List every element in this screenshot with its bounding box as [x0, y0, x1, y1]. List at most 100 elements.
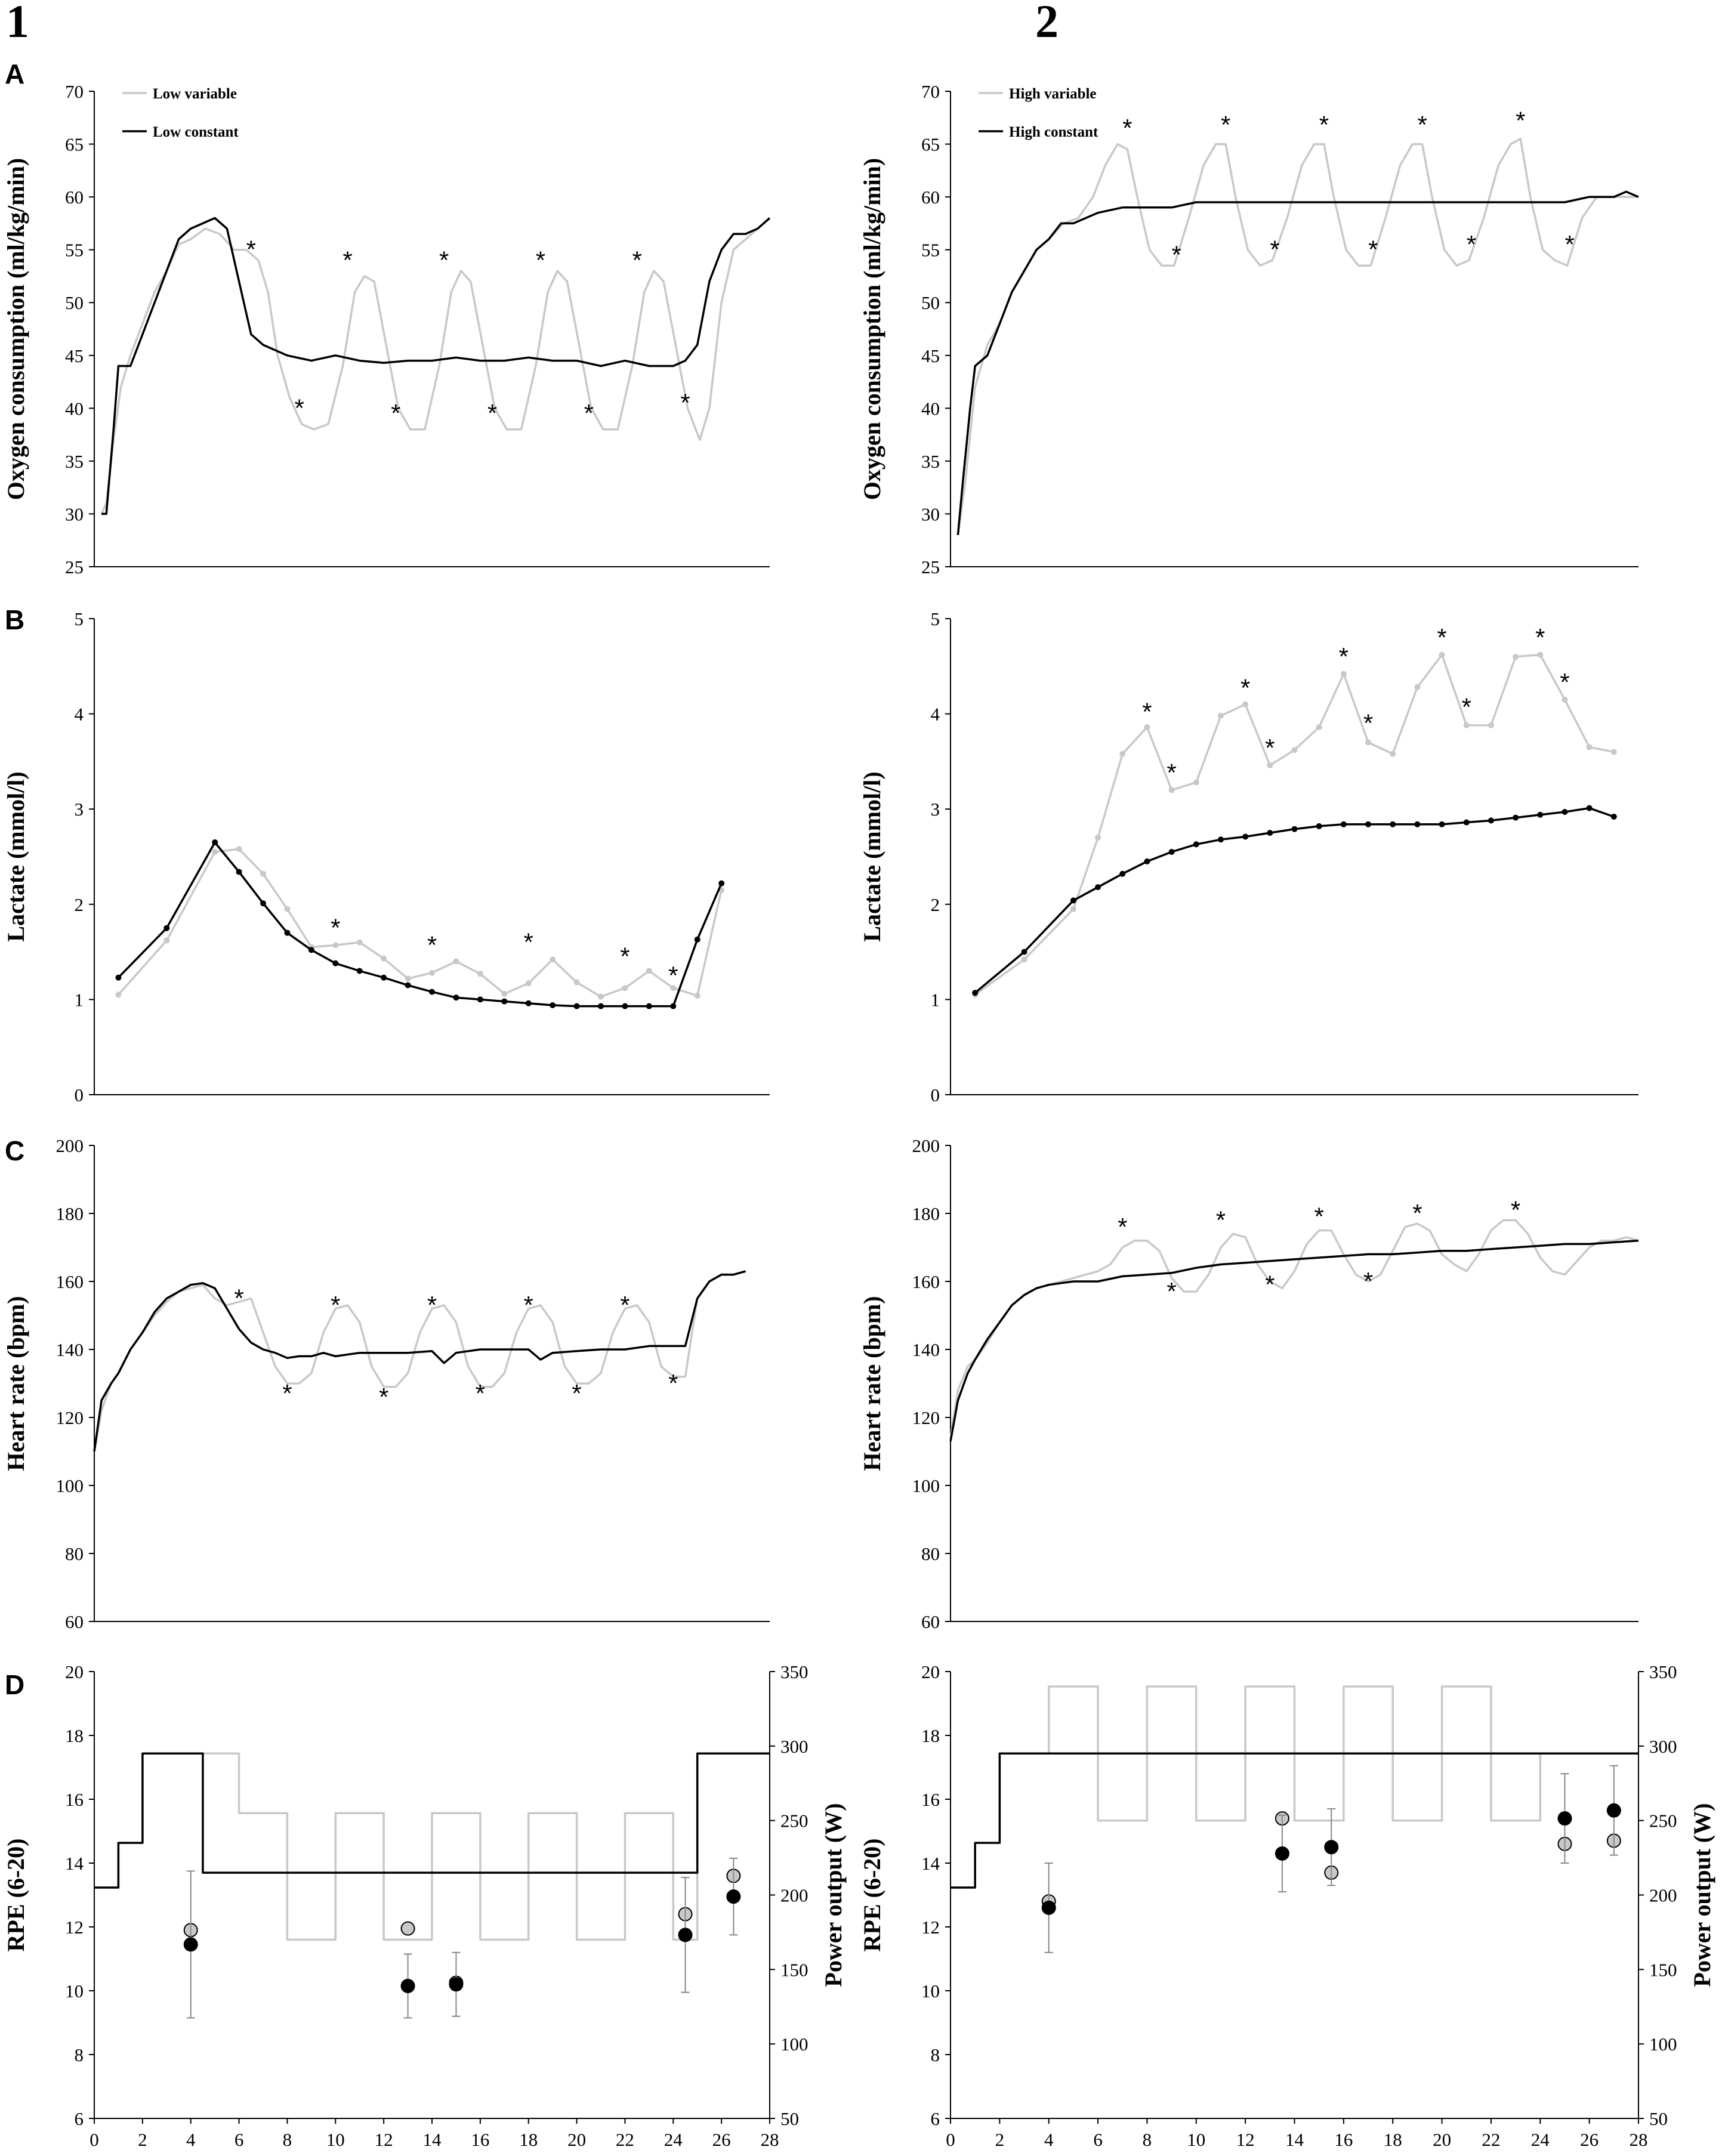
x-tick-label: 18: [1384, 2129, 1402, 2150]
y2-axis-title: Power output (W): [820, 1803, 847, 1987]
y-tick-label: 200: [56, 1135, 84, 1156]
x-tick-label: 28: [1630, 2129, 1648, 2150]
significance-asterisk: *: [1412, 1199, 1422, 1227]
lactate-point: [525, 1000, 532, 1006]
significance-asterisk: *: [1511, 1196, 1520, 1224]
lactate-point: [1193, 841, 1199, 848]
low-variable-power-line: [94, 1752, 770, 1941]
lactate-point: [332, 942, 339, 949]
y-tick-label: 60: [921, 187, 940, 208]
x-tick-label: 26: [712, 2129, 731, 2150]
significance-asterisk: *: [476, 1379, 485, 1407]
lactate-point: [356, 968, 363, 974]
y-tick-label: 140: [912, 1339, 940, 1360]
lactate-point: [1365, 821, 1372, 827]
legend-label: High constant: [1009, 124, 1098, 140]
y-tick-label: 18: [65, 1725, 84, 1746]
y-tick-label: 50: [65, 292, 84, 313]
lactate-point: [1021, 949, 1027, 955]
rpe-point: [678, 1928, 693, 1942]
y-tick-label: 3: [931, 799, 940, 820]
y-tick-label: 10: [921, 1981, 940, 2001]
y2-tick-label: 50: [780, 2108, 799, 2129]
x-tick-label: 26: [1580, 2129, 1599, 2150]
lactate-point: [1610, 749, 1617, 755]
y-tick-label: 50: [921, 292, 940, 313]
lactate-point: [1586, 744, 1593, 750]
y2-tick-label: 50: [1649, 2108, 1668, 2129]
lactate-point: [1316, 724, 1322, 730]
lactate-point: [453, 958, 459, 965]
significance-asterisk: *: [680, 388, 690, 416]
y2-tick-label: 350: [1649, 1661, 1677, 1682]
significance-asterisk: *: [1172, 241, 1181, 269]
y-tick-label: 20: [65, 1661, 84, 1682]
y-tick-label: 5: [75, 609, 84, 629]
lactate-point: [1390, 821, 1396, 827]
significance-asterisk: *: [294, 394, 304, 422]
lactate-point: [1513, 653, 1519, 660]
lactate-point: [1267, 762, 1273, 768]
x-tick-label: 18: [519, 2129, 538, 2150]
significance-asterisk: *: [342, 246, 352, 274]
lactate-point: [1119, 750, 1126, 757]
y-tick-label: 2: [931, 894, 940, 915]
y-tick-label: 160: [56, 1271, 84, 1292]
y-tick-label: 200: [912, 1135, 940, 1156]
lactate-point: [332, 960, 339, 966]
x-tick-label: 16: [471, 2129, 489, 2150]
significance-asterisk: *: [1270, 236, 1279, 264]
y-tick-label: 35: [65, 451, 84, 472]
lactate-point: [1119, 870, 1126, 877]
lactate-point: [1070, 897, 1076, 904]
low-variable-series-line: [93, 1270, 746, 1452]
y-axis-title: Heart rate (bpm): [2, 1296, 29, 1471]
y-tick-label: 180: [56, 1203, 84, 1224]
lactate-point: [1439, 651, 1445, 658]
rpe-point: [1041, 1900, 1056, 1915]
high-variable-series-line: [949, 1219, 1639, 1438]
lactate-point: [284, 929, 291, 936]
lactate-point: [1463, 819, 1470, 826]
high-constant-power-line: [951, 1752, 1638, 1889]
y2-tick-label: 250: [780, 1811, 809, 1831]
significance-asterisk: *: [1462, 693, 1471, 721]
y-tick-label: 3: [75, 799, 84, 820]
lactate-point: [356, 939, 363, 946]
x-tick-label: 8: [283, 2129, 292, 2150]
high-variable-power-line: [951, 1685, 1638, 1889]
y-tick-label: 6: [75, 2108, 84, 2129]
lactate-point: [1340, 671, 1347, 677]
y-axis-title: Heart rate (bpm): [859, 1296, 885, 1471]
lactate-point: [622, 1003, 628, 1009]
significance-asterisk: *: [1265, 734, 1275, 762]
chart-a1: 25 30 35 40 45 50 55 60 65 70 Oxygen consumption (…: [2, 81, 771, 577]
lactate-point: [525, 980, 532, 987]
y-axis-title: RPE (6-20): [859, 1839, 885, 1952]
lactate-point: [308, 947, 314, 953]
lactate-point: [163, 937, 170, 944]
lactate-point: [1267, 830, 1273, 836]
lactate-point: [1562, 808, 1568, 815]
y-tick-label: 45: [65, 345, 84, 366]
rpe-point: [1557, 1811, 1572, 1826]
y-axis-title: RPE (6-20): [2, 1839, 29, 1952]
column-label-1: 1: [6, 0, 29, 47]
y-tick-label: 120: [56, 1407, 84, 1428]
low-constant-series-line: [93, 1270, 746, 1452]
y-axis-title: Oxygen consumption (ml/kg/min): [2, 158, 29, 500]
lactate-point: [972, 990, 979, 996]
y-tick-label: 14: [65, 1853, 84, 1874]
y-tick-label: 100: [912, 1475, 940, 1496]
significance-asterisk: *: [1417, 111, 1427, 139]
y-tick-label: 60: [921, 1611, 940, 1632]
x-tick-label: 4: [186, 2129, 196, 2150]
y-tick-label: 30: [921, 504, 940, 524]
significance-asterisk: *: [427, 1291, 437, 1319]
x-tick-label: 0: [946, 2129, 955, 2150]
y-tick-label: 20: [921, 1661, 940, 1682]
significance-asterisk: *: [1516, 107, 1525, 135]
x-tick-label: 14: [423, 2129, 442, 2150]
